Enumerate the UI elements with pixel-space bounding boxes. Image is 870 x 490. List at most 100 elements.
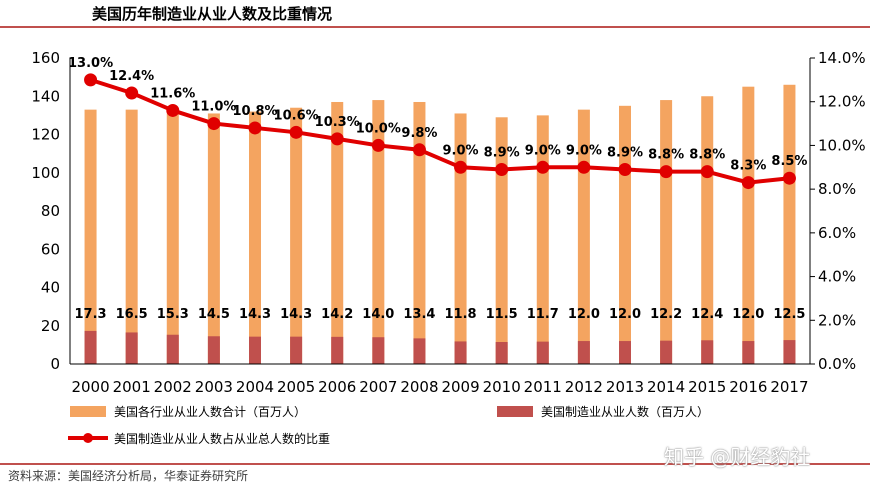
bar-manufacturing-employment: [84, 330, 97, 364]
watermark: 知乎 @财经豹社: [664, 445, 811, 469]
x-tick-label: 2002: [154, 378, 192, 396]
data-label-manufacturing: 12.5: [773, 307, 805, 322]
bar-manufacturing-employment: [207, 336, 220, 364]
x-tick-label: 2000: [71, 378, 109, 396]
data-label-share: 10.8%: [232, 104, 277, 119]
data-label-manufacturing: 12.0: [732, 307, 764, 322]
bar-total-employment: [372, 100, 385, 364]
bar-manufacturing-employment: [249, 336, 261, 364]
y-right-tick-label: 0.0%: [818, 355, 856, 373]
data-label-manufacturing: 11.5: [486, 307, 518, 322]
bar-total-employment: [207, 113, 220, 365]
bar-total-employment: [701, 96, 714, 364]
y-left-tick-label: 100: [31, 164, 60, 182]
y-right-tick-label: 12.0%: [818, 93, 866, 111]
point-manufacturing-share: [166, 103, 180, 117]
x-tick-label: 2011: [524, 378, 562, 396]
y-left-tick-label: 60: [41, 240, 60, 258]
data-label-manufacturing: 12.4: [691, 307, 723, 322]
bar-total-employment: [249, 111, 261, 364]
data-label-share: 8.9%: [484, 145, 520, 160]
data-label-share: 8.8%: [648, 148, 684, 163]
point-manufacturing-share: [618, 162, 632, 176]
bar-manufacturing-employment: [290, 336, 303, 364]
point-manufacturing-share: [125, 86, 139, 100]
legend-swatch-manufacturing: [497, 406, 533, 417]
data-label-share: 9.8%: [401, 126, 437, 141]
x-tick-label: 2008: [400, 378, 438, 396]
bar-total-employment: [660, 100, 673, 364]
point-manufacturing-share: [84, 73, 98, 87]
bar-total-employment: [125, 109, 138, 364]
bar-manufacturing-employment: [660, 340, 673, 364]
bar-manufacturing-employment: [495, 342, 508, 364]
point-manufacturing-share: [495, 162, 509, 176]
x-tick-label: 2006: [318, 378, 356, 396]
data-label-manufacturing: 11.7: [527, 307, 559, 322]
data-label-share: 8.9%: [607, 145, 643, 160]
y-right-tick-label: 6.0%: [818, 224, 856, 242]
y-left-tick-label: 140: [31, 87, 60, 105]
x-tick-label: 2013: [606, 378, 644, 396]
data-label-share: 8.3%: [730, 159, 766, 174]
legend-label-share: 美国制造业从业人数占从业总人数的比重: [114, 431, 330, 446]
title-divider: [0, 26, 870, 28]
data-label-share: 10.3%: [315, 115, 360, 130]
y-left-tick-label: 0: [50, 355, 60, 373]
data-label-share: 11.0%: [191, 100, 236, 115]
bar-total-employment: [742, 86, 755, 364]
chart-title: 美国历年制造业从业人数及比重情况: [92, 5, 333, 23]
point-manufacturing-share: [454, 160, 468, 174]
bar-total-employment: [84, 109, 97, 364]
point-manufacturing-share: [289, 125, 303, 139]
legend-swatch-share-point: [83, 433, 93, 443]
data-label-share: 10.6%: [274, 108, 319, 123]
bar-manufacturing-employment: [166, 334, 179, 364]
point-manufacturing-share: [248, 121, 262, 135]
data-label-share: 9.0%: [566, 143, 602, 158]
data-label-share: 9.0%: [525, 143, 561, 158]
data-label-share: 10.0%: [356, 121, 401, 136]
y-left-tick-label: 40: [41, 279, 60, 297]
data-label-manufacturing: 14.5: [198, 307, 230, 322]
data-label-manufacturing: 12.0: [609, 307, 641, 322]
data-label-share: 8.5%: [771, 154, 807, 169]
data-label-share: 9.0%: [443, 143, 479, 158]
point-manufacturing-share: [536, 160, 550, 174]
data-label-manufacturing: 16.5: [116, 307, 148, 322]
bar-total-employment: [783, 84, 796, 365]
data-label-manufacturing: 14.2: [321, 307, 353, 322]
point-manufacturing-share: [371, 138, 385, 152]
y-right-tick-label: 2.0%: [818, 311, 856, 329]
y-left-tick-label: 160: [31, 49, 60, 67]
y-left-tick-label: 20: [41, 317, 60, 335]
bar-manufacturing-employment: [742, 341, 755, 364]
bar-manufacturing-employment: [619, 341, 631, 364]
x-tick-label: 2009: [441, 378, 479, 396]
y-right-tick-label: 14.0%: [818, 49, 866, 67]
data-label-share: 13.0%: [68, 56, 113, 71]
point-manufacturing-share: [700, 165, 714, 179]
y-right-tick-label: 8.0%: [818, 180, 856, 198]
point-manufacturing-share: [782, 171, 796, 185]
x-tick-label: 2015: [688, 378, 726, 396]
point-manufacturing-share: [207, 117, 221, 131]
point-manufacturing-share: [741, 176, 755, 190]
x-tick-label: 2005: [277, 378, 315, 396]
x-tick-label: 2001: [113, 378, 151, 396]
data-label-manufacturing: 11.8: [445, 307, 477, 322]
bar-manufacturing-employment: [125, 332, 138, 364]
data-label-manufacturing: 13.4: [403, 307, 435, 322]
data-label-share: 11.6%: [150, 86, 195, 101]
bar-manufacturing-employment: [372, 337, 385, 364]
data-label-manufacturing: 12.0: [568, 307, 600, 322]
x-tick-label: 2017: [770, 378, 808, 396]
data-label-share: 12.4%: [109, 69, 154, 84]
bar-manufacturing-employment: [701, 340, 714, 364]
bar-manufacturing-employment: [536, 341, 549, 364]
data-label-manufacturing: 17.3: [75, 307, 107, 322]
bar-manufacturing-employment: [413, 338, 426, 364]
bar-manufacturing-employment: [577, 341, 590, 364]
bar-manufacturing-employment: [331, 336, 344, 364]
